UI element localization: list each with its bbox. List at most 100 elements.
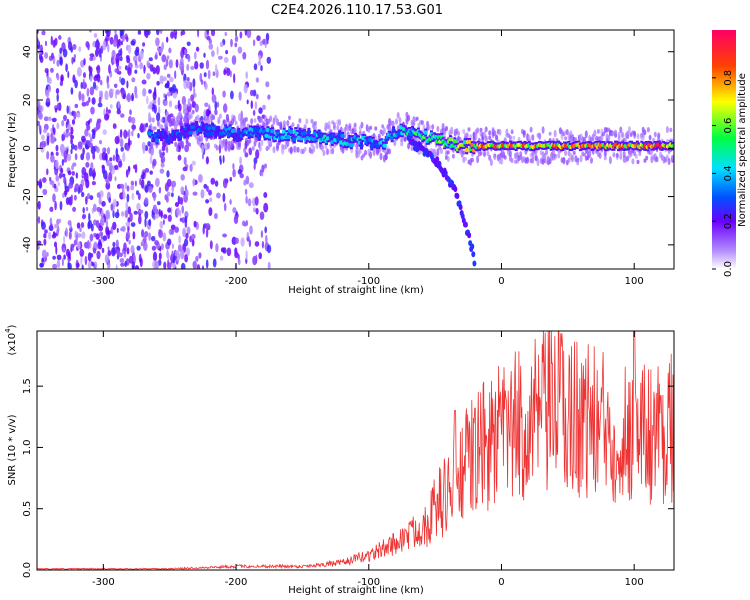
spectrogram-noise-cell xyxy=(248,239,252,248)
spectrogram-noise-cell xyxy=(124,260,128,268)
spectrogram-noise-cell xyxy=(202,225,205,235)
spectrogram-noise-cell xyxy=(120,146,124,152)
spectrogram-band-cell xyxy=(541,126,545,134)
spectrogram-noise-cell xyxy=(197,30,200,38)
spectrogram-noise-cell xyxy=(82,147,85,156)
spectrogram-noise-cell xyxy=(234,42,238,48)
spectrogram-band-cell xyxy=(607,134,611,142)
spectrogram-noise-cell xyxy=(81,101,87,107)
spectrogram-noise-cell xyxy=(162,139,167,148)
spectrogram-noise-cell xyxy=(119,56,123,62)
spectrogram-noise-cell xyxy=(249,89,254,97)
spectrogram-noise-cell xyxy=(57,102,60,111)
spectrogram-noise-cell xyxy=(214,100,218,111)
spectrogram-noise-cell xyxy=(184,254,189,263)
spectrogram-band-cell xyxy=(534,155,538,161)
spectrogram-noise-cell xyxy=(56,254,62,261)
spectrogram-noise-cell xyxy=(115,58,120,68)
spectrogram-noise-cell xyxy=(122,191,126,200)
spectrogram-band-cell xyxy=(667,157,671,166)
spectrogram-band-cell xyxy=(512,135,516,140)
spectrogram-band-cell xyxy=(488,135,492,140)
spectrogram-band-cell xyxy=(296,146,300,153)
spectrogram-noise-cell xyxy=(163,214,168,219)
spectrogram-band-cell xyxy=(255,137,259,143)
spectrogram-noise-cell xyxy=(245,175,250,185)
spectrogram-noise-cell xyxy=(80,222,85,228)
spectrogram-band-cell xyxy=(671,154,674,160)
spectrogram-noise-cell xyxy=(49,177,52,182)
spectrogram-noise-cell xyxy=(82,207,85,214)
spectrogram-noise-cell xyxy=(43,238,47,246)
spectrogram-branch-cell xyxy=(458,204,463,211)
spectrogram-noise-cell xyxy=(49,217,53,226)
spectrogram-noise-cell xyxy=(185,232,189,239)
spectrogram-ridge-core xyxy=(292,137,297,142)
spectrogram-noise-cell xyxy=(98,196,102,205)
spectrogram-noise-cell xyxy=(167,207,172,213)
spectrogram-noise-cell xyxy=(167,238,172,246)
spectrogram-band-cell xyxy=(488,154,492,161)
spectrogram-noise-cell xyxy=(194,103,199,113)
spectrogram-noise-cell xyxy=(144,168,150,173)
spectrogram-noise-cell xyxy=(70,194,73,201)
spectrogram-noise-cell xyxy=(83,72,86,79)
spectrogram-noise-cell xyxy=(96,73,101,83)
spectrogram-noise-cell xyxy=(194,60,199,70)
spectrogram-noise-cell xyxy=(37,200,41,210)
spectrogram-noise-cell xyxy=(127,206,131,215)
spectrogram-noise-cell xyxy=(182,227,187,238)
spectrogram-band-cell xyxy=(260,118,264,124)
spectrogram-noise-cell xyxy=(90,145,96,155)
spectrogram-noise-cell xyxy=(62,247,66,253)
spectrogram-noise-cell xyxy=(264,226,268,234)
spectrogram-noise-cell xyxy=(37,120,41,127)
spectrogram-noise-cell xyxy=(120,262,125,267)
spectrogram-noise-cell xyxy=(118,160,123,168)
snr-frame xyxy=(36,330,675,571)
spectrogram-noise-cell xyxy=(99,90,102,98)
spectrogram-band-cell xyxy=(150,142,153,149)
spectrogram-noise-cell xyxy=(164,101,168,106)
spectrogram-noise-cell xyxy=(165,196,169,203)
spectrogram-noise-cell xyxy=(158,229,164,239)
spectrogram-band-cell xyxy=(374,126,378,131)
spectrogram-noise-cell xyxy=(177,154,182,161)
spectrogram-ytick-label: -20 xyxy=(22,188,33,204)
spectrogram-noise-cell xyxy=(205,228,209,238)
spectrogram-noise-cell xyxy=(99,140,102,145)
spectrogram-noise-cell xyxy=(229,177,233,182)
spectrogram-noise-cell xyxy=(109,157,113,162)
spectrogram-ridge-core xyxy=(359,143,364,148)
spectrogram-noise-cell xyxy=(68,41,73,51)
spectrogram-band-cell xyxy=(479,151,483,156)
spectrogram-noise-cell xyxy=(144,185,149,193)
snr-ticks: -300 -200 -100 0 100 0.0 0.5 1.0 1.5 xyxy=(22,331,674,588)
spectrogram-noise-cell xyxy=(258,54,262,62)
spectrogram-noise-cell xyxy=(260,230,263,239)
spectrogram-noise-cell xyxy=(190,94,195,102)
spectrogram-noise-cell xyxy=(222,90,226,98)
spectrogram-band-cell xyxy=(343,128,347,136)
spectrogram-noise-cell xyxy=(186,63,190,71)
spectrogram-band-cell xyxy=(260,139,264,147)
spectrogram-branch-cell xyxy=(414,140,418,147)
spectrogram-noise-cell xyxy=(115,264,118,269)
spectrogram-ridge-core xyxy=(340,133,345,139)
spectrogram-band-cell xyxy=(243,147,247,154)
spectrogram-band-cell xyxy=(381,124,385,129)
spectrogram-noise-cell xyxy=(76,262,80,268)
spectrogram-noise-cell xyxy=(184,215,188,223)
spectrogram-noise-cell xyxy=(218,143,222,154)
snr-ytick-label: 0.0 xyxy=(22,562,33,578)
spectrogram-noise-cell xyxy=(70,135,74,140)
spectrogram-band-cell xyxy=(320,144,324,152)
spectrogram-noise-cell xyxy=(62,48,68,58)
spectrogram-noise-cell xyxy=(155,65,160,75)
spectrogram-noise-cell xyxy=(128,255,134,264)
spectrogram-noise-cell xyxy=(191,160,196,166)
spectrogram-noise-cell xyxy=(158,208,161,217)
spectrogram-noise-cell xyxy=(55,175,60,182)
spectrogram-noise-cell xyxy=(243,84,248,94)
spectrogram-noise-cell xyxy=(66,148,69,155)
